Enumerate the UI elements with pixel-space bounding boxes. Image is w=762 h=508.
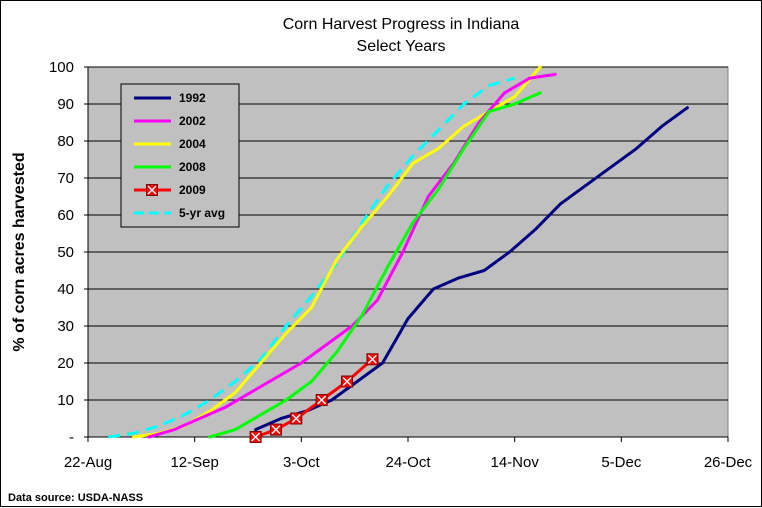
- y-tick-label: 20: [57, 355, 74, 372]
- data-point-2009: [341, 375, 354, 388]
- point-marker-x: [367, 354, 377, 364]
- data-point-2009: [249, 431, 262, 443]
- series-layer: [108, 65, 689, 443]
- point-marker-x: [317, 395, 327, 405]
- x-tick-label: 12-Sep: [170, 454, 218, 471]
- legend-box: [120, 83, 240, 228]
- legend-label: 2004: [179, 137, 206, 151]
- data-source-note: Data source: USDA-NASS: [8, 492, 143, 504]
- y-tick-labels: - 10 20 30 40 50 60 70 80 90 100: [49, 59, 74, 446]
- data-point-2009: [290, 412, 303, 425]
- y-tick-label: -: [69, 429, 74, 446]
- x-tick-labels: 22-Aug 12-Sep 3-Oct 24-Oct 14-Nov 5-Dec 26-Dec: [64, 454, 753, 471]
- y-tick-label: 40: [57, 281, 74, 298]
- chart-title: Corn Harvest Progress in Indiana: [283, 16, 520, 33]
- legend-label: 5-yr avg: [179, 206, 225, 220]
- data-point-2009: [366, 353, 379, 366]
- data-point-2009: [269, 423, 282, 436]
- legend-label: 1992: [179, 91, 206, 105]
- x-tick-label: 22-Aug: [64, 454, 112, 471]
- point-marker-x: [291, 414, 301, 423]
- x-tick-label: 5-Dec: [601, 454, 642, 471]
- point-marker-x: [342, 377, 352, 386]
- point-marker-x: [251, 432, 261, 442]
- legend-label: 2002: [179, 114, 206, 128]
- y-axis-label: % of corn acres harvested: [11, 152, 28, 351]
- series-line-2008: [208, 91, 542, 439]
- legend-marker-x: [147, 185, 157, 195]
- legend: 1992 2002 2004 2008 2009 5-yr avg: [120, 83, 240, 228]
- y-tick-label: 70: [57, 170, 74, 187]
- data-point-2009: [315, 394, 328, 406]
- y-tick-label: 90: [57, 96, 74, 113]
- y-tick-label: 80: [57, 133, 74, 150]
- x-tick-label: 3-Oct: [283, 454, 321, 471]
- chart-subtitle: Select Years: [357, 38, 446, 55]
- y-tick-label: 60: [57, 207, 74, 224]
- series-line-5-yr-avg: [108, 76, 516, 439]
- x-tick-label: 26-Dec: [704, 454, 753, 471]
- legend-label: 2008: [179, 160, 206, 174]
- series-line-2004: [132, 65, 542, 439]
- legend-label: 2009: [179, 183, 206, 197]
- y-tick-label: 10: [57, 392, 74, 409]
- y-tick-label: 30: [57, 318, 74, 335]
- y-tick-label: 50: [57, 244, 74, 261]
- x-tick-label: 14-Nov: [490, 454, 539, 471]
- y-tick-label: 100: [49, 59, 74, 76]
- point-marker-x: [271, 425, 281, 435]
- x-tick-label: 24-Oct: [385, 454, 431, 471]
